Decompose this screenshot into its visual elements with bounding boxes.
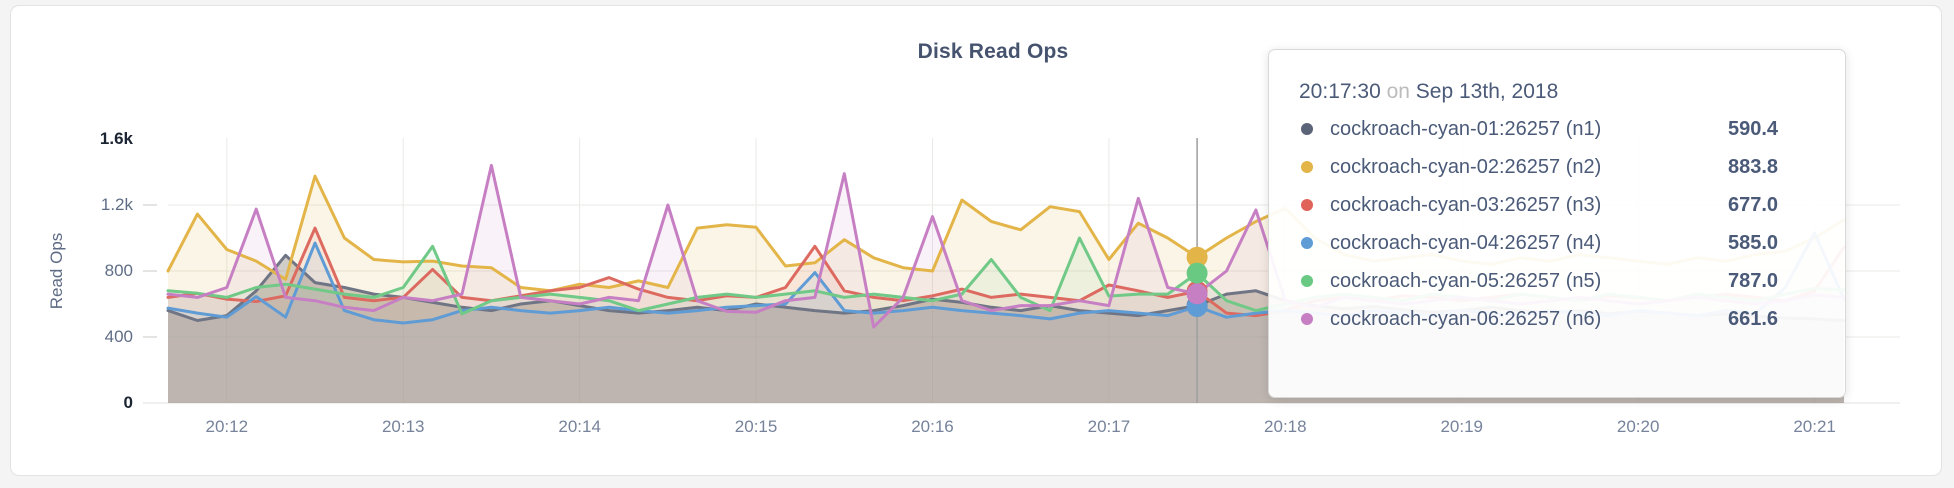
series-color-dot-icon [1301, 199, 1313, 211]
tooltip-series-name: cockroach-cyan-05:26257 (n5) [1330, 269, 1602, 292]
series-color-dot-icon [1301, 237, 1313, 249]
x-axis-tick-label: 20:16 [911, 417, 954, 436]
chart-title: Disk Read Ops [917, 40, 1069, 63]
x-axis-tick-label: 20:15 [734, 417, 778, 436]
tooltip-series-value: 585.0 [1728, 231, 1779, 254]
tooltip-row: cockroach-cyan-03:26257 (n3) 677.0 [1299, 186, 1821, 224]
tooltip-series-value: 590.4 [1728, 117, 1779, 140]
tooltip-series-value: 883.8 [1728, 155, 1779, 178]
y-axis-tick-label: 1.6k [99, 129, 133, 148]
tooltip-row: cockroach-cyan-05:26257 (n5) 787.0 [1299, 262, 1821, 300]
x-axis-tick-label: 20:13 [381, 417, 425, 436]
tooltip-header: 20:17:30 on Sep 13th, 2018 [1299, 80, 1821, 104]
y-axis-tick-label: 1.2k [100, 195, 133, 214]
tooltip-series-list: cockroach-cyan-01:26257 (n1) 590.4 cockroa… [1299, 110, 1821, 338]
tooltip-series-name: cockroach-cyan-04:26257 (n4) [1330, 231, 1602, 254]
x-axis-tick-label: 20:21 [1793, 417, 1836, 436]
tooltip-row: cockroach-cyan-04:26257 (n4) 585.0 [1299, 224, 1821, 262]
y-axis-tick-label: 0 [123, 393, 133, 412]
tooltip-series-name: cockroach-cyan-03:26257 (n3) [1330, 193, 1602, 216]
series-color-dot-icon [1301, 275, 1313, 287]
tooltip-series-value: 787.0 [1728, 269, 1779, 292]
x-axis-tick-label: 20:12 [205, 417, 249, 436]
tooltip-row: cockroach-cyan-02:26257 (n2) 883.8 [1299, 148, 1821, 186]
y-axis-tick-label: 800 [104, 261, 133, 280]
tooltip-series-name: cockroach-cyan-06:26257 (n6) [1330, 307, 1602, 330]
tooltip-series-name: cockroach-cyan-02:26257 (n2) [1330, 155, 1602, 178]
hover-dot-n2 [1186, 246, 1208, 268]
x-axis-tick-label: 20:14 [558, 417, 601, 436]
tooltip-time: 20:17:30 [1299, 80, 1381, 103]
x-axis-tick-label: 20:20 [1616, 417, 1660, 436]
tooltip-series-value: 661.6 [1728, 307, 1779, 330]
hover-tooltip: 20:17:30 on Sep 13th, 2018 cockroach-cya… [1268, 49, 1846, 398]
x-axis-tick-label: 20:19 [1440, 417, 1484, 436]
y-axis-tick-label: 400 [104, 327, 133, 346]
tooltip-row: cockroach-cyan-06:26257 (n6) 661.6 [1299, 300, 1821, 338]
tooltip-series-name: cockroach-cyan-01:26257 (n1) [1330, 117, 1602, 140]
tooltip-conjunction: on [1386, 80, 1410, 103]
series-color-dot-icon [1301, 161, 1313, 173]
x-axis-tick-label: 20:18 [1264, 417, 1307, 436]
x-axis-tick-label: 20:17 [1087, 417, 1131, 436]
tooltip-series-value: 677.0 [1728, 193, 1779, 216]
hover-dot-n6 [1186, 283, 1208, 305]
series-color-dot-icon [1301, 313, 1313, 325]
hover-dot-n5 [1186, 262, 1208, 284]
tooltip-row: cockroach-cyan-01:26257 (n1) 590.4 [1299, 110, 1821, 148]
tooltip-date: Sep 13th, 2018 [1415, 80, 1559, 103]
series-color-dot-icon [1301, 123, 1313, 135]
